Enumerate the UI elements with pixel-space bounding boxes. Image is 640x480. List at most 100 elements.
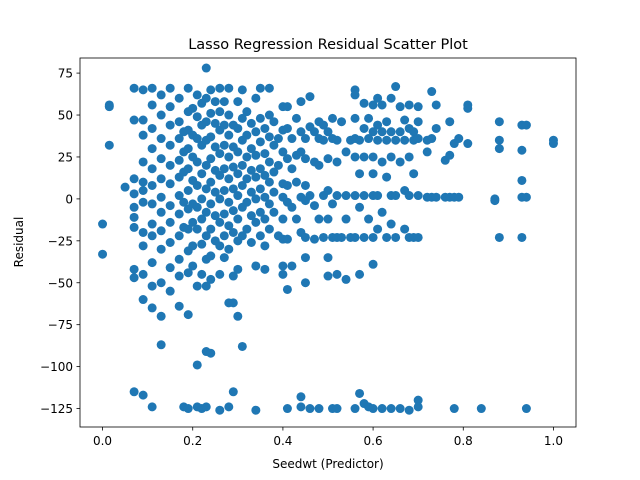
data-point <box>165 286 175 296</box>
data-point <box>359 191 369 201</box>
data-point <box>323 154 333 164</box>
data-point <box>156 207 166 217</box>
data-point <box>282 102 292 112</box>
data-point <box>404 191 414 201</box>
data-point <box>147 199 157 209</box>
data-point <box>210 211 220 221</box>
data-point <box>242 130 252 140</box>
data-point <box>156 311 166 321</box>
data-point <box>494 232 504 242</box>
data-point <box>368 259 378 269</box>
data-point <box>224 197 234 207</box>
data-point <box>224 221 234 231</box>
x-tick-label: 0.4 <box>273 434 292 448</box>
data-point <box>174 191 184 201</box>
data-point <box>269 187 279 197</box>
data-point <box>206 108 216 118</box>
data-point <box>490 196 500 206</box>
data-point <box>364 113 374 123</box>
data-point <box>219 186 229 195</box>
data-point <box>413 232 423 242</box>
data-point <box>246 165 256 175</box>
data-point <box>129 212 139 222</box>
data-point <box>278 214 288 224</box>
data-point <box>373 191 383 201</box>
data-point <box>323 127 333 137</box>
data-point <box>260 123 270 133</box>
data-point <box>165 102 175 112</box>
data-point <box>246 187 256 197</box>
data-point <box>192 180 202 190</box>
data-point <box>323 214 333 224</box>
data-point <box>386 219 396 229</box>
data-point <box>355 202 365 212</box>
data-point <box>395 404 405 414</box>
data-point <box>174 301 184 311</box>
data-point <box>156 226 166 236</box>
data-point <box>165 83 175 93</box>
data-point <box>183 224 193 234</box>
data-point <box>215 107 225 117</box>
data-point <box>391 82 401 92</box>
data-point <box>228 298 238 308</box>
data-point <box>332 269 342 279</box>
data-point <box>156 154 166 164</box>
data-point <box>192 360 202 370</box>
data-point <box>138 197 148 207</box>
data-point <box>233 169 243 179</box>
data-point <box>138 115 148 125</box>
data-point <box>395 157 405 167</box>
data-point <box>228 162 238 172</box>
data-point <box>138 186 148 195</box>
data-point <box>305 92 315 102</box>
data-point <box>422 147 432 157</box>
data-point <box>192 202 202 212</box>
data-point <box>264 177 274 187</box>
y-tick-label: −25 <box>48 234 73 248</box>
data-point <box>445 150 455 160</box>
data-point <box>251 217 261 227</box>
data-point <box>409 127 419 137</box>
data-point <box>377 100 387 110</box>
data-point <box>521 192 531 202</box>
data-point <box>174 231 184 241</box>
data-point <box>287 164 297 174</box>
data-point <box>206 274 216 284</box>
data-point <box>228 184 238 194</box>
data-point <box>264 132 274 142</box>
data-point <box>282 404 292 414</box>
data-point <box>138 241 148 251</box>
data-point <box>156 90 166 100</box>
data-point <box>188 217 198 227</box>
data-point <box>215 83 225 93</box>
data-point <box>251 127 261 137</box>
data-point <box>314 404 324 414</box>
data-point <box>233 214 243 224</box>
data-point <box>147 231 157 241</box>
data-point <box>206 199 216 209</box>
data-point <box>242 224 252 234</box>
data-point <box>548 139 558 149</box>
data-point <box>206 348 216 358</box>
data-point <box>129 264 139 274</box>
data-point <box>188 261 198 271</box>
data-point <box>179 197 189 207</box>
data-point <box>138 269 148 279</box>
data-point <box>454 192 464 202</box>
data-point <box>373 224 383 234</box>
data-point <box>237 160 247 170</box>
data-point <box>188 241 198 251</box>
data-point <box>197 269 207 279</box>
data-point <box>129 174 139 184</box>
data-point <box>246 118 256 128</box>
data-point <box>269 207 279 217</box>
data-point <box>264 199 274 209</box>
data-point <box>427 87 437 97</box>
data-point <box>138 130 148 140</box>
data-point <box>210 142 220 152</box>
data-point <box>305 191 315 201</box>
data-point <box>314 160 324 170</box>
data-point <box>287 134 297 144</box>
chart-title: Lasso Regression Residual Scatter Plot <box>188 37 468 53</box>
data-point <box>449 404 459 414</box>
